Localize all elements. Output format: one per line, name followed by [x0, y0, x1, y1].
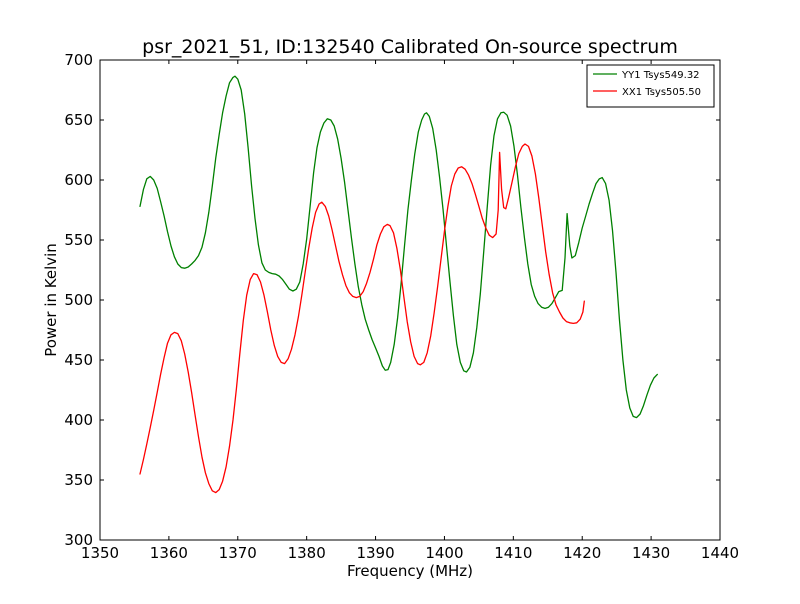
series-line-1: [139, 75, 658, 419]
plot-frame: [99, 59, 721, 541]
x-tick-label: 1370: [219, 544, 257, 562]
y-tick-label: 700: [64, 51, 93, 69]
x-axis-label: Frequency (MHz): [347, 562, 473, 580]
y-tick-label: 650: [64, 111, 93, 129]
legend-box: [586, 64, 715, 108]
legend: YY1 Tsys549.32 XX1 Tsys505.50: [586, 64, 715, 108]
series-layer: [139, 75, 658, 494]
x-tick-label: 1420: [563, 544, 601, 562]
y-axis-label: Power in Kelvin: [42, 243, 60, 357]
x-tick-label: 1410: [494, 544, 532, 562]
y-tick-label: 400: [64, 411, 93, 429]
y-tick-label: 600: [64, 171, 93, 189]
y-axis-ticks: 300 350 400 450 500 550 600 650 700: [64, 51, 720, 549]
x-tick-label: 1440: [701, 544, 739, 562]
x-tick-label: 1350: [81, 544, 119, 562]
y-tick-label: 450: [64, 351, 93, 369]
legend-label: YY1 Tsys549.32: [621, 70, 700, 81]
x-axis-ticks: 1350 1360 1370 1380 1390 1400 1410 1420 1430 1440: [81, 60, 739, 562]
x-tick-label: 1390: [356, 544, 394, 562]
x-tick-label: 1400: [425, 544, 463, 562]
y-tick-label: 350: [64, 471, 93, 489]
series-line-2: [139, 143, 585, 494]
y-tick-label: 300: [64, 531, 93, 549]
x-tick-label: 1430: [632, 544, 670, 562]
y-tick-label: 500: [64, 291, 93, 309]
legend-label: XX1 Tsys505.50: [622, 87, 701, 98]
chart-title: psr_2021_51, ID:132540 Calibrated On-sou…: [142, 36, 678, 58]
y-tick-label: 550: [64, 231, 93, 249]
x-tick-label: 1380: [288, 544, 326, 562]
x-tick-label: 1360: [150, 544, 188, 562]
